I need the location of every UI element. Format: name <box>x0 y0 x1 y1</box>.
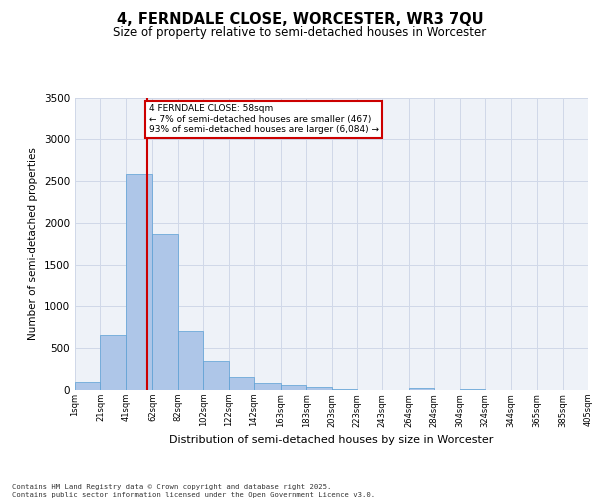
Bar <box>152 234 178 390</box>
Bar <box>331 389 357 390</box>
Bar <box>203 361 229 390</box>
Bar <box>254 384 281 390</box>
Bar <box>229 377 254 390</box>
Bar <box>409 388 434 390</box>
Text: Size of property relative to semi-detached houses in Worcester: Size of property relative to semi-detach… <box>113 26 487 39</box>
Bar <box>100 335 126 390</box>
Text: 4, FERNDALE CLOSE, WORCESTER, WR3 7QU: 4, FERNDALE CLOSE, WORCESTER, WR3 7QU <box>116 12 484 28</box>
Bar <box>281 386 306 390</box>
Bar <box>126 174 152 390</box>
Text: Contains HM Land Registry data © Crown copyright and database right 2025.
Contai: Contains HM Land Registry data © Crown c… <box>12 484 375 498</box>
Text: 4 FERNDALE CLOSE: 58sqm
← 7% of semi-detached houses are smaller (467)
93% of se: 4 FERNDALE CLOSE: 58sqm ← 7% of semi-det… <box>149 104 379 134</box>
Bar <box>75 382 100 390</box>
Bar <box>178 330 203 390</box>
Bar <box>306 388 331 390</box>
Bar <box>460 389 485 390</box>
Y-axis label: Number of semi-detached properties: Number of semi-detached properties <box>28 148 38 340</box>
X-axis label: Distribution of semi-detached houses by size in Worcester: Distribution of semi-detached houses by … <box>169 435 494 445</box>
